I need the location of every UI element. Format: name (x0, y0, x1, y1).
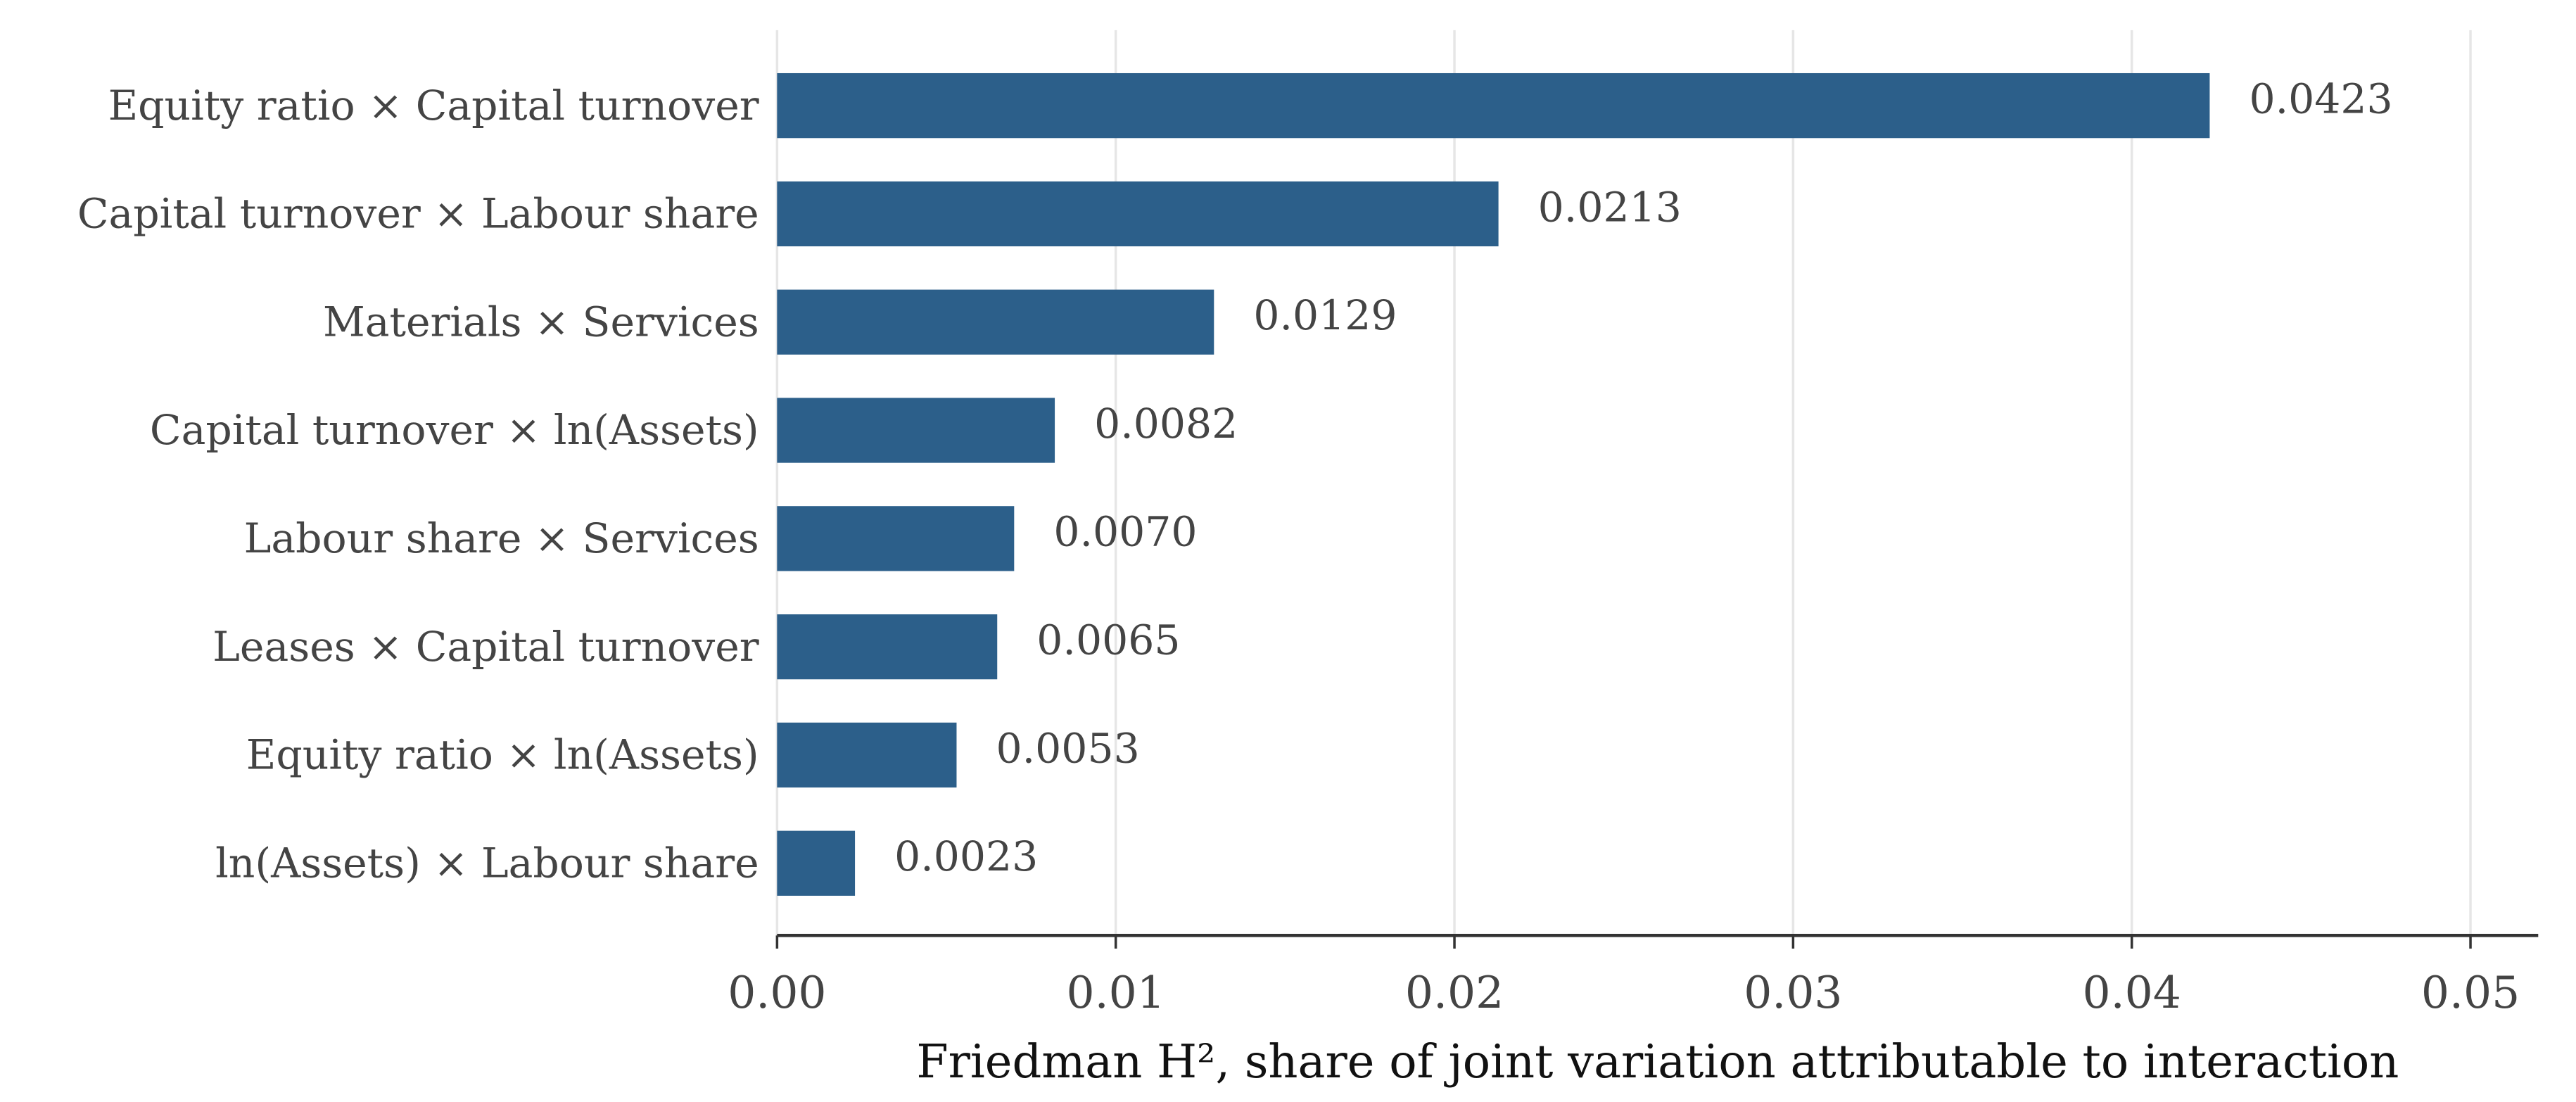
value-label: 0.0070 (1053, 508, 1197, 556)
bar (777, 830, 856, 896)
value-label: 0.0082 (1094, 400, 1238, 448)
bar (777, 614, 998, 680)
value-label: 0.0023 (894, 832, 1038, 880)
x-tick-label: 0.02 (1405, 966, 1504, 1018)
y-tick-label: Capital turnover × ln(Assets) (150, 406, 759, 454)
y-tick-label: Equity ratio × Capital turnover (108, 82, 759, 129)
y-tick-label: Labour share × Services (244, 514, 759, 562)
bar (777, 181, 1499, 247)
y-tick-label: Materials × Services (323, 298, 759, 346)
bar (777, 289, 1214, 355)
x-tick-label: 0.04 (2083, 966, 2181, 1018)
y-tick-label: Equity ratio × ln(Assets) (246, 731, 759, 779)
bar (777, 506, 1015, 571)
x-axis-label: Friedman H², share of joint variation at… (916, 1035, 2399, 1089)
value-label: 0.0053 (996, 724, 1140, 772)
value-label: 0.0065 (1036, 616, 1180, 664)
x-tick-label: 0.01 (1067, 966, 1165, 1018)
bar (777, 398, 1055, 463)
value-label: 0.0213 (1538, 183, 1682, 231)
y-tick-label: Capital turnover × Labour share (77, 190, 759, 238)
x-tick-label: 0.00 (728, 966, 826, 1018)
value-label: 0.0423 (2249, 75, 2392, 122)
bar (777, 72, 2210, 139)
value-label: 0.0129 (1253, 291, 1397, 339)
y-tick-label: ln(Assets) × Labour share (215, 839, 759, 887)
x-tick-label: 0.05 (2421, 966, 2520, 1018)
bar (777, 722, 957, 788)
y-tick-label: Leases × Capital turnover (212, 623, 759, 671)
x-tick-label: 0.03 (1744, 966, 1842, 1018)
